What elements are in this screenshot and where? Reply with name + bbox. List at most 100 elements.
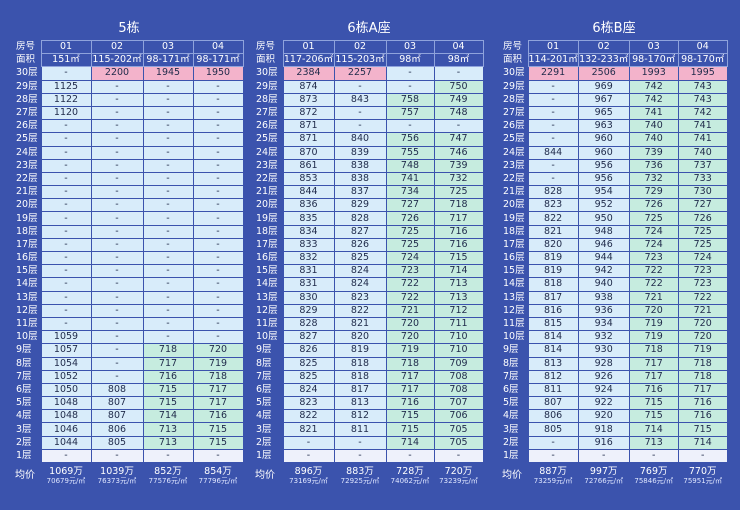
price-cell: - (527, 158, 579, 173)
price-cell: 719 (628, 316, 679, 332)
price-cell: 725 (677, 224, 728, 239)
floor-label: 14层 (256, 278, 278, 290)
price-cell: 716 (433, 224, 484, 239)
price-cell: 725 (433, 185, 484, 200)
price-cell: 705 (433, 422, 484, 437)
price-cell: 806 (527, 409, 579, 424)
price-cell: 719 (385, 343, 435, 358)
floor-label: 25层 (503, 133, 525, 145)
price-cell: 818 (527, 277, 579, 292)
price-cell: 835 (282, 211, 335, 226)
price-cell: 732 (628, 171, 679, 187)
price-cell: - (90, 132, 144, 147)
room-number: 04 (192, 39, 244, 55)
price-cell: 722 (628, 264, 679, 279)
floor-row: 30层 2291 2506 1993 1995 (502, 66, 728, 81)
price-cell: 823 (282, 396, 335, 411)
average-cell: 896万 73169元/㎡ (283, 463, 334, 490)
price-cell: 712 (433, 303, 484, 318)
floor-label: 21层 (16, 186, 38, 198)
price-cell: 756 (385, 132, 435, 147)
average-cell: 769万 75846元/㎡ (629, 463, 678, 490)
price-cell: 725 (677, 237, 728, 253)
price-cell: 717 (385, 369, 435, 384)
floor-label: 16层 (16, 252, 38, 264)
price-cell: 827 (282, 330, 335, 345)
price-cell: 1993 (628, 66, 679, 81)
average-total: 728万 (396, 466, 424, 477)
price-cell: 934 (577, 316, 630, 332)
price-cell: 871 (282, 132, 335, 147)
average-total: 770万 (688, 466, 717, 477)
price-cell: - (90, 343, 144, 358)
floor-row: 9层 826 819 719 710 (255, 343, 484, 358)
average-total: 852万 (154, 466, 182, 477)
price-cell: - (142, 290, 194, 305)
average-cell: 854万 77796元/㎡ (193, 463, 243, 490)
floor-row: 15层 831 824 723 714 (255, 264, 484, 279)
price-cell: - (192, 145, 244, 160)
price-cell: 718 (192, 369, 244, 384)
floor-label: 18层 (16, 225, 38, 237)
floor-row: 18层 834 827 725 716 (255, 224, 484, 239)
price-cell: - (527, 79, 579, 94)
price-cell: 873 (282, 92, 335, 107)
price-cell: 757 (385, 105, 435, 121)
building-panel-6b: 6栋B座 房号 01 02 03 04 面积 114-201㎡ 132-233㎡ 98-170㎡… (502, 20, 728, 489)
price-cell: - (192, 92, 244, 107)
floor-row: 23层 861 838 748 739 (255, 158, 484, 173)
price-cell: 831 (282, 277, 335, 292)
average-unit-price: 70679元/㎡ (46, 477, 86, 485)
floor-row: 12层 - - - - (15, 303, 244, 318)
price-cell: 825 (333, 250, 387, 266)
floor-row: 30层 2384 2257- - (255, 66, 484, 81)
average-total: 769万 (639, 466, 668, 477)
room-number: 03 (142, 39, 194, 55)
floor-label: 29层 (503, 80, 525, 92)
price-cell: 960 (577, 132, 630, 147)
floor-label: 2层 (16, 436, 32, 448)
price-cell: - (142, 105, 194, 121)
price-cell: - (527, 105, 579, 121)
price-cell: 826 (282, 343, 335, 358)
price-cell: 806 (90, 422, 144, 437)
price-cell: 829 (333, 198, 387, 213)
price-cell: 741 (385, 171, 435, 187)
floor-row: 12层 816 936 720 721 (502, 303, 728, 318)
price-cell: 710 (433, 343, 484, 358)
price-cell: 956 (577, 171, 630, 187)
price-cell: 954 (577, 185, 630, 200)
room-area: 98-170㎡ (677, 53, 728, 68)
floor-row: 7层 1052-716 718 (15, 369, 244, 384)
price-cell: 874 (282, 79, 335, 94)
floor-row: 26层 -963 740 741 (502, 119, 728, 134)
price-cell: - (90, 224, 144, 239)
room-area: 115-202㎡ (90, 53, 144, 68)
floor-label: 3层 (503, 423, 519, 435)
floor-row: 6层 824 817 717 708 (255, 382, 484, 398)
floor-label: 2层 (256, 436, 272, 448)
price-cell: 812 (333, 409, 387, 424)
price-cell: - (90, 119, 144, 134)
price-cell: 718 (628, 343, 679, 358)
price-cell: - (90, 145, 144, 160)
floor-label: 20层 (16, 199, 38, 211)
floor-label: 24层 (16, 146, 38, 158)
price-cell: 928 (577, 356, 630, 371)
floor-label: 22层 (256, 172, 278, 184)
price-cell: 718 (142, 343, 194, 358)
price-cell: 715 (385, 409, 435, 424)
price-cell: 1995 (677, 66, 728, 81)
price-cell: - (40, 224, 92, 239)
price-cell: 956 (577, 158, 630, 173)
price-cell: 713 (142, 435, 194, 450)
average-unit-price: 72925元/㎡ (340, 477, 380, 485)
price-cell: 828 (282, 316, 335, 332)
floor-label: 4层 (16, 410, 32, 422)
floor-label: 4层 (256, 410, 272, 422)
price-cell: 822 (527, 211, 579, 226)
price-cell: 819 (527, 264, 579, 279)
floor-row: 5层 807 922 715 716 (502, 396, 728, 411)
price-cell: - (90, 79, 144, 94)
average-unit-price: 77576元/㎡ (148, 477, 188, 485)
